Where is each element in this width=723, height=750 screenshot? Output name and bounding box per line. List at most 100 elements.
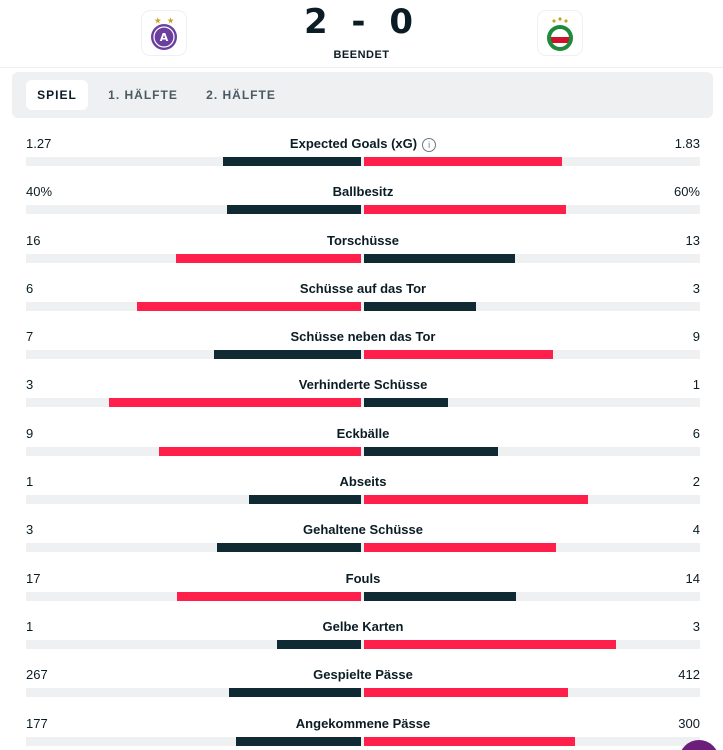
stat-label: Gehaltene Schüsse <box>26 522 700 538</box>
stat-home-bar <box>176 591 361 601</box>
header-divider <box>0 67 723 68</box>
stat-label: Ballbesitz <box>26 184 700 200</box>
stat-away-value: 13 <box>685 232 700 248</box>
stat-row: 16 Torschüsse 13 <box>26 233 700 281</box>
stat-label: Gespielte Pässe <box>26 667 700 683</box>
stat-label-text: Gehaltene Schüsse <box>303 522 423 538</box>
stat-row: 6 Schüsse auf das Tor 3 <box>26 281 700 329</box>
stat-label-text: Fouls <box>345 570 381 586</box>
stat-row: 1.27 Expected Goals (xG) i 1.83 <box>26 136 700 184</box>
home-team-crest[interactable]: A <box>142 11 186 55</box>
stat-label: Abseits <box>26 474 700 490</box>
tab-spiel[interactable]: SPIEL <box>26 80 88 110</box>
stat-home-value: 6 <box>26 280 34 296</box>
stat-home-value: 267 <box>26 667 48 683</box>
stat-home-value: 1.27 <box>26 136 52 151</box>
stat-label-text: Angekommene Pässe <box>295 715 431 731</box>
stat-home-bar <box>228 688 361 698</box>
stat-label-text: Gespielte Pässe <box>313 667 413 683</box>
stat-away-bar <box>364 495 588 505</box>
stat-away-value: 4 <box>692 522 700 538</box>
stat-away-value: 6 <box>692 425 700 441</box>
stat-bar-track <box>26 398 700 408</box>
stat-label-text: Abseits <box>339 474 387 490</box>
stat-label: Torschüsse <box>26 233 700 249</box>
stat-row: 1 Gelbe Karten 3 <box>26 619 700 667</box>
stat-row: 9 Eckbälle 6 <box>26 426 700 474</box>
stat-home-bar <box>159 446 361 456</box>
stat-away-value: 9 <box>692 329 700 345</box>
stat-away-value: 60% <box>673 184 700 200</box>
stat-away-bar <box>364 157 563 166</box>
stat-bar-track <box>26 350 700 360</box>
period-tabs: SPIEL 1. HÄLFTE 2. HÄLFTE <box>12 72 713 118</box>
stat-label: Schüsse neben das Tor <box>26 329 700 345</box>
stat-away-value: 3 <box>692 280 700 296</box>
stat-row: 177 Angekommene Pässe 300 <box>26 716 700 750</box>
stats-list: 1.27 Expected Goals (xG) i 1.83 40% Ballbesit… <box>26 136 700 750</box>
stat-bar-track <box>26 205 700 215</box>
stat-home-value: 9 <box>26 425 34 441</box>
match-score: 2 - 0 <box>303 2 420 42</box>
stat-home-bar <box>214 350 361 360</box>
stat-row: 3 Gehaltene Schüsse 4 <box>26 522 700 570</box>
stat-bar-track <box>26 157 700 166</box>
stat-label-text: Schüsse auf das Tor <box>299 280 427 296</box>
stat-away-value: 1 <box>692 377 700 393</box>
match-status: BEENDET <box>333 49 390 61</box>
stat-label: Eckbälle <box>26 426 700 442</box>
stat-bar-track <box>26 446 700 456</box>
stat-label: Angekommene Pässe <box>26 716 700 732</box>
stat-row: 7 Schüsse neben das Tor 9 <box>26 329 700 377</box>
stat-row: 267 Gespielte Pässe 412 <box>26 667 700 715</box>
stat-label-text: Schüsse neben das Tor <box>290 329 436 345</box>
tab-second-half[interactable]: 2. HÄLFTE <box>206 88 276 102</box>
stat-away-value: 1.83 <box>674 136 700 151</box>
stat-label-text: Torschüsse <box>326 232 399 248</box>
stat-label: Gelbe Karten <box>26 619 700 635</box>
info-icon[interactable]: i <box>422 138 437 152</box>
stat-label-text: Expected Goals (xG) <box>289 136 418 151</box>
stat-home-value: 17 <box>26 570 41 586</box>
svg-text:A: A <box>160 31 169 44</box>
stat-bar-track <box>26 591 700 601</box>
stat-away-value: 300 <box>678 715 700 731</box>
austria-wien-crest-icon: A <box>151 17 177 50</box>
stat-label: Schüsse auf das Tor <box>26 281 700 297</box>
stat-away-value: 2 <box>692 474 700 490</box>
stat-home-bar <box>236 736 361 746</box>
stat-bar-track <box>26 639 700 649</box>
stat-home-value: 1 <box>26 618 34 634</box>
stat-away-bar <box>364 736 576 746</box>
stat-home-value: 1 <box>26 474 34 490</box>
stat-away-bar <box>364 253 515 263</box>
stat-home-bar <box>226 205 361 215</box>
stat-home-bar <box>249 495 361 505</box>
stat-home-bar <box>217 543 361 553</box>
stat-row: 17 Fouls 14 <box>26 571 700 619</box>
stat-away-value: 14 <box>685 570 700 586</box>
stat-home-bar <box>137 301 361 311</box>
stat-home-value: 7 <box>26 329 34 345</box>
away-team-crest[interactable] <box>538 11 582 55</box>
stat-home-bar <box>109 398 361 408</box>
stat-home-value: 177 <box>26 715 48 731</box>
stat-away-bar <box>364 446 499 456</box>
stat-label: Verhinderte Schüsse <box>26 377 700 393</box>
stat-bar-track <box>26 543 700 553</box>
stat-away-bar <box>364 543 556 553</box>
tab-first-half[interactable]: 1. HÄLFTE <box>108 88 178 102</box>
stat-home-bar <box>175 253 361 263</box>
stat-away-value: 3 <box>692 618 700 634</box>
stat-bar-track <box>26 688 700 698</box>
stat-away-bar <box>364 688 568 698</box>
stat-away-value: 412 <box>678 667 700 683</box>
stat-bar-track <box>26 301 700 311</box>
stat-away-bar <box>364 639 616 649</box>
stat-away-bar <box>364 591 516 601</box>
stat-label: Expected Goals (xG) i <box>26 136 700 152</box>
match-header: A 2 - 0 BEENDET <box>0 0 723 68</box>
stat-away-bar <box>364 301 476 311</box>
chat-button[interactable] <box>679 740 719 750</box>
stat-bar-track <box>26 736 700 746</box>
